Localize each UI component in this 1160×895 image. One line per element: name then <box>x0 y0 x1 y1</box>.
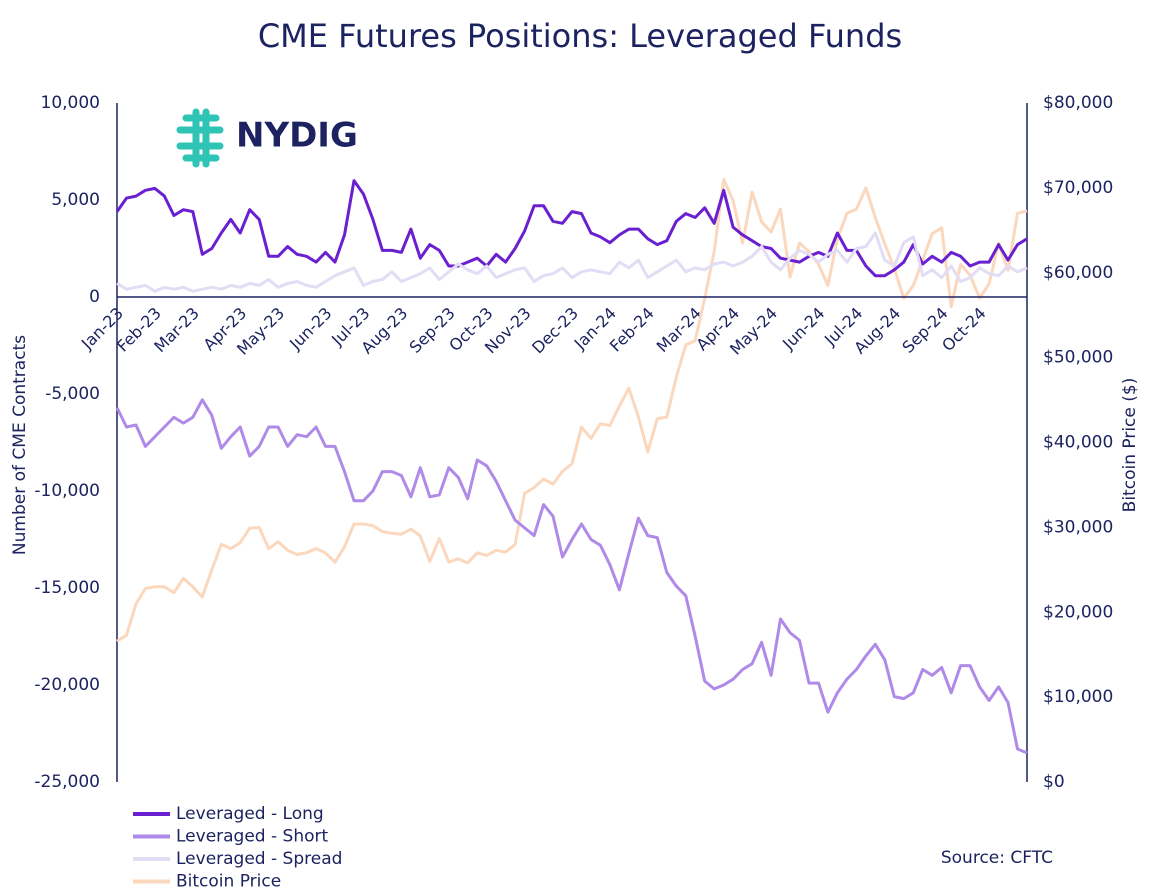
logo-text: NYDIG <box>236 116 358 156</box>
y2-tick-label: $40,000 <box>1043 433 1113 453</box>
y2-axis-title: Bitcoin Price ($) <box>1120 378 1140 513</box>
legend-label: Leveraged - Long <box>176 804 324 824</box>
logo: NYDIG <box>176 108 358 168</box>
legend-label: Bitcoin Price <box>176 872 281 892</box>
logo-icon <box>176 108 224 168</box>
series-line <box>115 179 1028 278</box>
chart-title: CME Futures Positions: Leveraged Funds <box>258 17 902 55</box>
y-tick-label: 10,000 <box>41 93 100 113</box>
x-tick-label: Dec-23 <box>528 304 582 358</box>
y-tick-label: -25,000 <box>34 772 100 792</box>
source: Source: CFTC <box>941 848 1053 868</box>
y-tick-label: -15,000 <box>34 578 100 598</box>
series-line <box>116 231 1028 293</box>
y-tick-label: -20,000 <box>34 675 100 695</box>
y-axis-title: Number of CME Contracts <box>10 335 30 555</box>
y-tick-label: 0 <box>89 287 100 307</box>
x-tick-label: Jun-24 <box>778 304 828 354</box>
y2-tick-label: $10,000 <box>1043 687 1113 707</box>
x-tick-label: Sep-23 <box>406 304 459 357</box>
y2-tick-label: $30,000 <box>1043 517 1113 537</box>
y2-tick-label: $50,000 <box>1043 348 1113 368</box>
y-tick-label: 5,000 <box>51 190 100 210</box>
y-tick-label: -5,000 <box>45 384 100 404</box>
series-line <box>116 177 1028 643</box>
x-tick-label: Jun-23 <box>285 304 335 354</box>
y2-tick-label: $20,000 <box>1043 602 1113 622</box>
series-line <box>115 398 1028 755</box>
y2-tick-label: $80,000 <box>1043 93 1113 113</box>
y2-tick-label: $0 <box>1043 772 1065 792</box>
y-tick-label: -10,000 <box>34 481 100 501</box>
legend-label: Leveraged - Short <box>176 827 328 847</box>
y2-tick-label: $70,000 <box>1043 178 1113 198</box>
legend-label: Leveraged - Spread <box>176 849 342 869</box>
y2-tick-label: $60,000 <box>1043 263 1113 283</box>
x-tick-label: Sep-24 <box>898 304 951 357</box>
